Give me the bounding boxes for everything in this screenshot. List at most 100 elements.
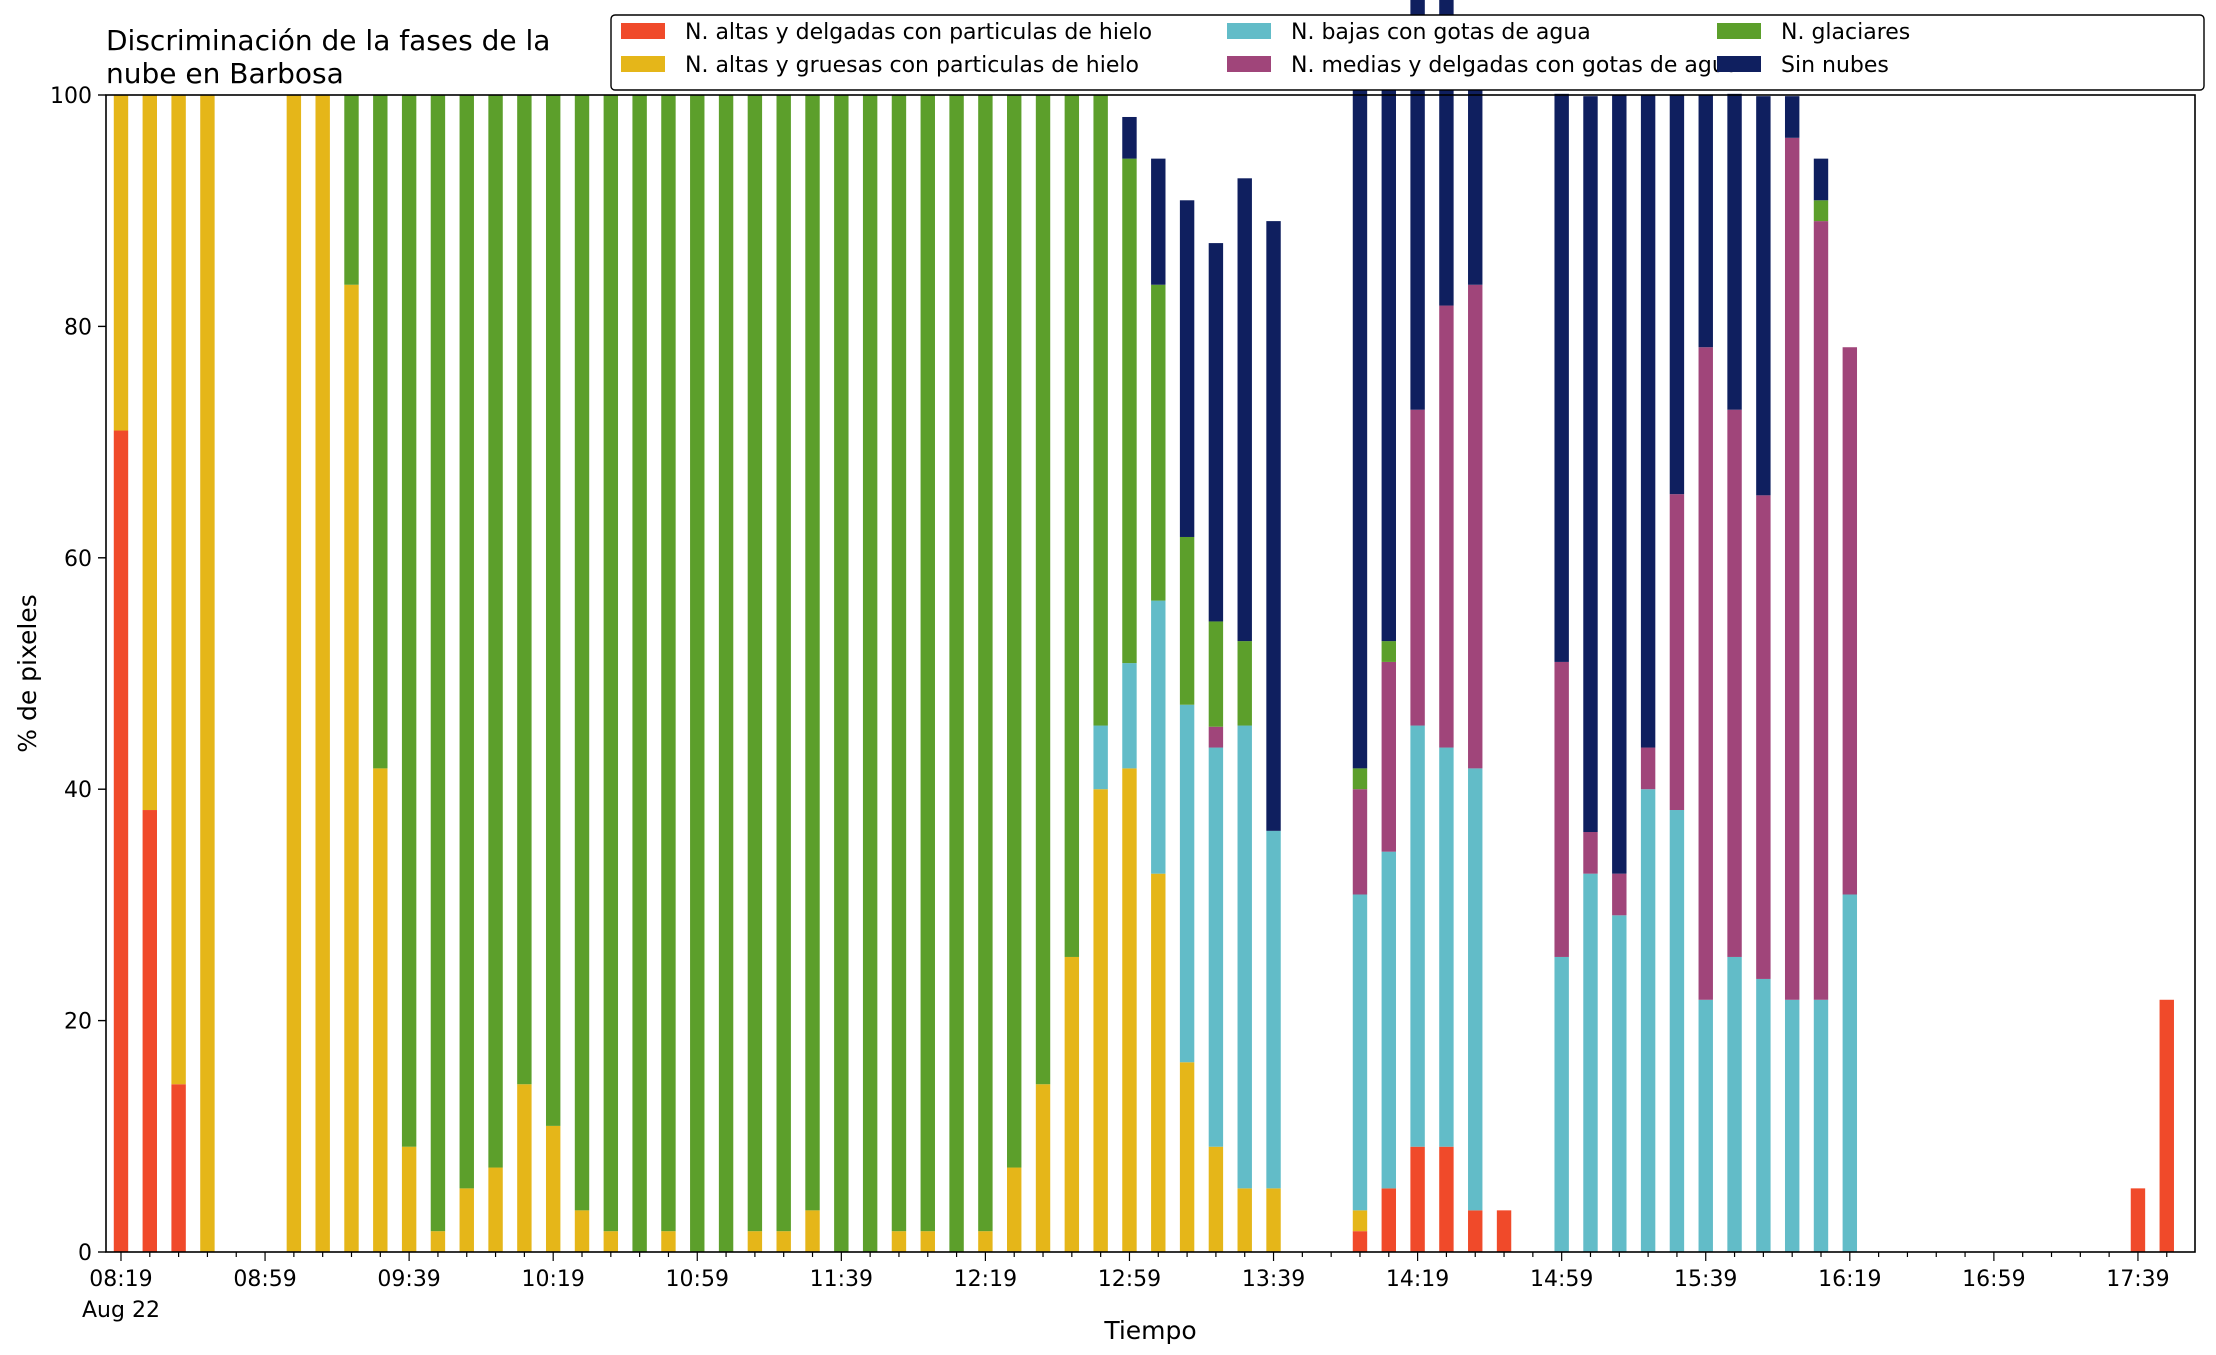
bar-segment-1507-s5 <box>1583 96 1598 833</box>
bar-segment-1323-s4 <box>1208 621 1224 727</box>
bar-segment-0955-s4 <box>459 95 474 1189</box>
bar-segment-1411-s3 <box>1381 661 1396 852</box>
bar-segment-1435-s2 <box>1468 768 1483 1211</box>
bar-segment-1411-s5 <box>1381 31 1396 642</box>
legend-swatch <box>1227 56 1271 72</box>
legend-label: N. glaciares <box>1781 20 1910 45</box>
bar-segment-1307-s4 <box>1151 284 1166 601</box>
bar-segment-1203-s1 <box>920 1231 935 1252</box>
bar-segment-0835-s1 <box>171 95 186 1085</box>
bar-segment-1251-s4 <box>1093 95 1108 726</box>
bar-segment-1035-s1 <box>603 1231 619 1252</box>
bar-segment-1027-s4 <box>574 95 590 1211</box>
bar-segment-1619-s3 <box>1842 347 1858 895</box>
bar-segment-0939-s1 <box>401 1146 417 1252</box>
bar-segment-1403-s5 <box>1352 74 1368 769</box>
bar-segment-1459-s2 <box>1554 956 1569 1252</box>
x-tick-label: 14:59 <box>1530 1267 1593 1292</box>
bar-segment-1435-s5 <box>1468 53 1483 285</box>
y-tick-label: 60 <box>64 547 92 572</box>
bar-segment-1515-s2 <box>1612 915 1627 1252</box>
bar-segment-1259-s5 <box>1122 116 1137 159</box>
bar-segment-1011-s1 <box>517 1084 532 1252</box>
bar-segment-1427-s0 <box>1439 1146 1454 1252</box>
bar-segment-1147-s4 <box>862 95 878 1252</box>
x-tick-label: 14:19 <box>1386 1267 1449 1292</box>
bar-segment-1307-s2 <box>1151 600 1166 874</box>
bar-segment-1307-s5 <box>1151 158 1166 285</box>
bar-segment-0827-s1 <box>142 95 157 811</box>
bar-segment-1155-s4 <box>891 95 907 1232</box>
bar-segment-1523-s3 <box>1640 747 1656 790</box>
bar-segment-1323-s5 <box>1208 243 1224 622</box>
plot-frame <box>105 94 2196 1253</box>
x-date-label: Aug 22 <box>82 1298 160 1323</box>
bar-segment-1539-s3 <box>1698 347 1713 1000</box>
bar-segment-1323-s2 <box>1208 747 1224 1147</box>
bar-segment-1611-s2 <box>1813 999 1829 1252</box>
legend-box <box>610 14 2205 91</box>
bar-segment-0939-s4 <box>401 95 417 1147</box>
x-tick-label: 12:59 <box>1098 1267 1161 1292</box>
bar-segment-1331-s1 <box>1237 1188 1252 1252</box>
legend-label: N. altas y delgadas con particulas de hi… <box>685 20 1152 45</box>
y-tick-label: 100 <box>50 84 92 109</box>
bar-segment-1059-s4 <box>690 95 705 1252</box>
bar-segment-1507-s2 <box>1583 873 1598 1252</box>
bar-segment-1603-s2 <box>1784 999 1800 1252</box>
bar-segment-1547-s5 <box>1727 93 1742 410</box>
bar-segment-1315-s1 <box>1179 1062 1195 1252</box>
bar-segment-1555-s5 <box>1756 96 1771 496</box>
x-axis-label: Tiempo <box>1103 1316 1196 1345</box>
bar-segment-1051-s4 <box>661 95 676 1232</box>
legend-label: N. altas y gruesas con particulas de hie… <box>685 53 1139 78</box>
y-tick-label: 80 <box>64 315 92 340</box>
bar-segment-1739-s0 <box>2130 1188 2146 1252</box>
bar-segment-1611-s5 <box>1813 158 1829 201</box>
bar-segment-1235-s1 <box>1035 1084 1051 1252</box>
bar-segment-0931-s1 <box>373 768 388 1252</box>
bar-segment-1315-s4 <box>1179 536 1195 705</box>
bar-segment-1747-s0 <box>2159 999 2174 1252</box>
bar-segment-1259-s4 <box>1122 158 1137 664</box>
y-tick-label: 20 <box>64 1010 92 1035</box>
bar-segment-1531-s2 <box>1669 810 1685 1252</box>
bar-segment-1019-s1 <box>545 1125 561 1252</box>
x-tick-label: 11:39 <box>810 1267 873 1292</box>
bar-segment-1619-s2 <box>1842 894 1858 1252</box>
bar-segment-1203-s4 <box>920 95 935 1232</box>
legend-swatch <box>621 56 665 72</box>
legend: N. altas y delgadas con particulas de hi… <box>610 14 2205 91</box>
bar-segment-1435-s3 <box>1468 284 1483 769</box>
bar-segment-1427-s3 <box>1439 305 1454 748</box>
legend-label: N. bajas con gotas de agua <box>1291 20 1591 45</box>
bar-segment-1115-s1 <box>747 1231 763 1252</box>
legend-swatch <box>621 23 665 39</box>
bar-segment-1259-s1 <box>1122 768 1137 1252</box>
legend-swatch <box>1717 23 1761 39</box>
bar-segment-1003-s4 <box>488 95 503 1168</box>
bar-segment-1331-s2 <box>1237 725 1252 1189</box>
bar-segment-1403-s4 <box>1352 768 1368 790</box>
legend-swatch <box>1227 23 1271 39</box>
bar-segment-1411-s4 <box>1381 641 1396 662</box>
bar-segment-0955-s1 <box>459 1188 474 1252</box>
bar-segment-1403-s0 <box>1352 1231 1368 1252</box>
bar-segment-1331-s4 <box>1237 641 1252 726</box>
bar-segment-1035-s4 <box>603 95 619 1232</box>
bar-segment-1339-s2 <box>1266 830 1281 1189</box>
bar-segment-1307-s1 <box>1151 873 1166 1252</box>
bar-segment-0931-s4 <box>373 95 388 769</box>
x-tick-label: 10:19 <box>521 1267 584 1292</box>
bar-segment-1323-s3 <box>1208 726 1224 748</box>
bar-segment-1435-s0 <box>1468 1210 1483 1252</box>
bar-segment-1251-s1 <box>1093 789 1108 1252</box>
bar-segment-1227-s1 <box>1007 1167 1022 1252</box>
x-tick-label: 10:59 <box>666 1267 729 1292</box>
bar-segment-1603-s5 <box>1784 96 1800 138</box>
bar-segment-1411-s0 <box>1381 1188 1396 1252</box>
bar-segment-1531-s5 <box>1669 95 1685 495</box>
bar-segment-1115-s4 <box>747 95 763 1232</box>
bar-segment-0923-s4 <box>344 95 359 285</box>
chart-title-line-1: Discriminación de la fases de la <box>106 24 550 57</box>
